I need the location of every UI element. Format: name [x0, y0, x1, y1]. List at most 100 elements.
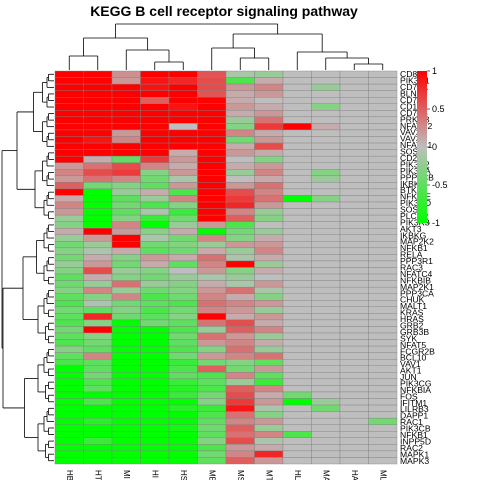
row-label: HRAS — [400, 314, 424, 324]
column-label: HT — [94, 470, 103, 480]
heatmap-cell — [311, 77, 341, 85]
heatmap-cell — [339, 267, 369, 275]
heatmap-cell — [339, 339, 369, 347]
row-label: SOS1 — [400, 147, 423, 157]
heatmap-cell — [368, 149, 398, 157]
heatmap-cell — [254, 234, 284, 242]
heatmap-cell — [83, 142, 113, 150]
heatmap-cell — [282, 404, 312, 412]
heatmap-cell — [282, 417, 312, 425]
heatmap-cell — [368, 227, 398, 235]
heatmap-cell — [311, 123, 341, 131]
heatmap-cell — [311, 450, 341, 458]
heatmap-cell — [311, 247, 341, 255]
heatmap-cell — [111, 96, 141, 104]
heatmap-cell — [225, 96, 255, 104]
heatmap-cell — [168, 136, 198, 144]
heatmap-cell — [197, 116, 227, 124]
heatmap-cell — [368, 431, 398, 439]
row-label: FOS — [400, 391, 418, 401]
heatmap-cell — [339, 293, 369, 301]
heatmap-cell — [254, 208, 284, 216]
heatmap-cell — [225, 385, 255, 393]
heatmap-cell — [111, 70, 141, 78]
heatmap-cell — [111, 260, 141, 268]
heatmap-cell — [111, 300, 141, 308]
heatmap-cell — [282, 149, 312, 157]
heatmap-cell — [311, 116, 341, 124]
heatmap-cell — [254, 201, 284, 209]
heatmap-cell — [339, 136, 369, 144]
heatmap-cell — [311, 273, 341, 281]
heatmap-cell — [111, 188, 141, 196]
heatmap-cell — [368, 385, 398, 393]
heatmap-cell — [168, 365, 198, 373]
heatmap-cell — [54, 300, 84, 308]
heatmap-cell — [111, 234, 141, 242]
heatmap-cell — [83, 306, 113, 314]
heatmap-cell — [254, 404, 284, 412]
heatmap-cell — [311, 319, 341, 327]
heatmap-cell — [282, 214, 312, 222]
heatmap-cell — [254, 359, 284, 366]
row-label: KRAS — [400, 308, 424, 318]
heatmap-cell — [311, 188, 341, 196]
heatmap-cell — [197, 234, 227, 242]
row-label: NFKB1 — [400, 430, 428, 440]
heatmap-cell — [111, 339, 141, 347]
heatmap-cell — [282, 247, 312, 255]
heatmap-cell — [225, 90, 255, 98]
heatmap-cell — [197, 378, 227, 386]
heatmap-cell — [140, 339, 170, 347]
heatmap-cell — [282, 424, 312, 432]
heatmap-cell — [311, 234, 341, 242]
row-label: BCL10 — [400, 353, 426, 363]
heatmap-cell — [368, 404, 398, 412]
heatmap-cell — [111, 345, 141, 353]
heatmap-cell — [225, 372, 255, 380]
heatmap-cell — [83, 70, 113, 78]
heatmap-cell — [368, 339, 398, 347]
heatmap-cell — [225, 227, 255, 235]
heatmap-cell — [168, 391, 198, 399]
row-label: CHUK — [400, 295, 425, 305]
heatmap-cell — [254, 96, 284, 104]
heatmap-cell — [54, 254, 84, 262]
heatmap-cell — [54, 110, 84, 118]
heatmap-cell — [168, 103, 198, 111]
legend-tick-label: -0.5 — [432, 180, 448, 190]
heatmap-cell — [54, 227, 84, 235]
heatmap-cell — [140, 103, 170, 111]
heatmap-cell — [83, 359, 113, 366]
heatmap-cell — [368, 437, 398, 445]
heatmap-cell — [54, 162, 84, 170]
heatmap-cell — [140, 175, 170, 183]
heatmap-cell — [282, 188, 312, 196]
heatmap-cell — [368, 155, 398, 163]
heatmap-cell — [254, 398, 284, 406]
heatmap-cell — [111, 457, 141, 465]
heatmap-cell — [339, 372, 369, 380]
heatmap-cell — [54, 313, 84, 321]
heatmap-cell — [197, 345, 227, 353]
row-label: IFITM1 — [400, 398, 427, 408]
heatmap-cell — [83, 116, 113, 124]
heatmap-cell — [225, 411, 255, 419]
row-label: CD72 — [400, 95, 422, 105]
row-label: NFKBIE — [400, 192, 431, 202]
heatmap-cell — [225, 424, 255, 432]
heatmap-cell — [83, 214, 113, 222]
heatmap-cell — [282, 221, 312, 229]
heatmap-cell — [54, 345, 84, 353]
heatmap-cell — [83, 378, 113, 386]
heatmap-cell — [282, 437, 312, 445]
heatmap-cell — [111, 319, 141, 327]
heatmap-cell — [254, 391, 284, 399]
heatmap-cell — [311, 96, 341, 104]
heatmap-cell — [83, 90, 113, 98]
heatmap-cell — [311, 293, 341, 301]
column-label: MT — [265, 470, 274, 480]
heatmap-cell — [339, 273, 369, 281]
heatmap-cell — [225, 352, 255, 360]
